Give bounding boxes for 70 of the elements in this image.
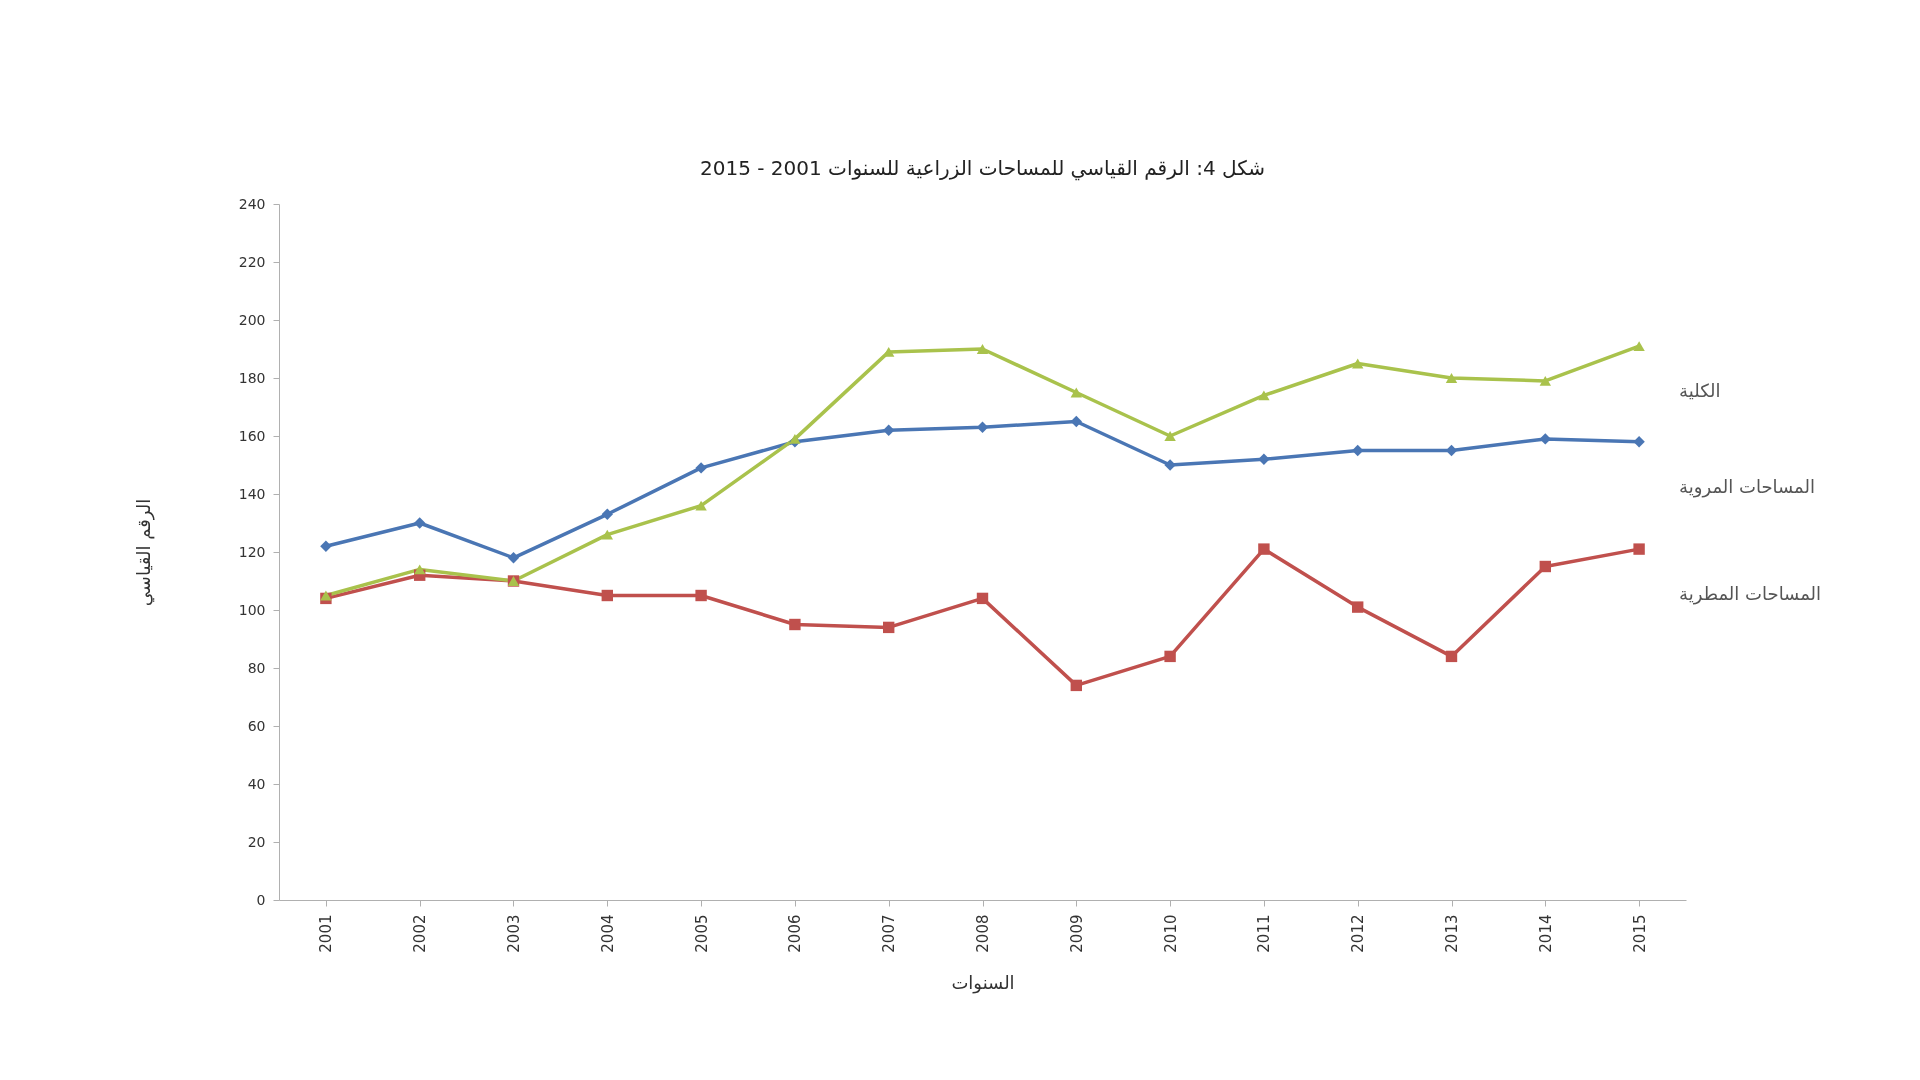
x-axis-title: السنوات	[951, 971, 1015, 994]
x-tick-label: 2009	[1067, 914, 1086, 953]
point	[1445, 373, 1458, 383]
point	[1258, 543, 1270, 555]
x-tick-label: 2007	[880, 914, 899, 953]
point	[507, 552, 520, 564]
text: الكلية	[1679, 380, 1721, 402]
point	[789, 433, 801, 444]
text: المساحات المطرية	[1679, 583, 1822, 606]
y-tick-label: 220	[238, 253, 266, 270]
point	[1539, 375, 1551, 386]
point	[1633, 543, 1645, 555]
point	[601, 508, 613, 520]
point	[883, 621, 895, 634]
x-tick-label: 2004	[598, 914, 617, 953]
point	[414, 564, 426, 575]
x-tick-label: 2003	[505, 914, 523, 953]
point	[976, 592, 989, 605]
y-tick-label: 40	[247, 775, 266, 792]
x-tick-label: 2014	[1536, 914, 1555, 953]
x-tick-label: 2001	[317, 914, 336, 953]
point	[601, 529, 613, 540]
y-tick-label: 240	[238, 195, 266, 212]
chart-title: شكل 4: الرقم القياسي للمساحات الزراعية للسنوات 2001 - 2015	[700, 156, 1265, 181]
point	[1258, 390, 1270, 401]
x-tick-label: 2011	[1255, 914, 1274, 953]
x-tick-label: 2010	[1161, 914, 1180, 953]
point	[1445, 650, 1458, 663]
point	[414, 517, 426, 529]
point	[1352, 358, 1364, 369]
point	[883, 424, 895, 436]
y-tick-label: 120	[238, 543, 266, 560]
point	[1164, 459, 1176, 471]
point	[1258, 453, 1270, 465]
point	[1352, 601, 1364, 613]
point	[1164, 650, 1176, 663]
point	[695, 500, 707, 511]
point	[1164, 431, 1176, 441]
text: المساحات المروية	[1679, 475, 1815, 498]
x-tick-label: 2006	[786, 914, 805, 953]
point	[1539, 560, 1551, 573]
point	[695, 462, 707, 474]
point	[1633, 436, 1645, 448]
point	[601, 589, 613, 602]
point	[976, 344, 989, 354]
x-tick-label: 2012	[1349, 914, 1368, 953]
point	[1633, 341, 1645, 352]
y-tick-label: 60	[247, 717, 266, 734]
point	[789, 618, 801, 631]
y-tick-label: 80	[247, 659, 266, 676]
y-tick-label: 200	[238, 311, 266, 328]
point	[695, 589, 707, 602]
y-tick-label: 160	[238, 427, 266, 444]
x-tick-label: 2008	[974, 914, 992, 953]
y-tick-label: 100	[238, 601, 266, 618]
point	[883, 346, 895, 357]
x-tick-label: 2015	[1630, 914, 1649, 953]
x-tick-label: 2005	[692, 914, 711, 953]
point	[1539, 433, 1551, 445]
y-tick-label: 140	[238, 485, 266, 502]
y-tick-label: 180	[238, 369, 266, 386]
point	[320, 540, 332, 552]
y-axis-title: الرقم القياسي	[132, 498, 155, 607]
x-tick-label: 2013	[1443, 914, 1461, 953]
point	[320, 590, 332, 601]
x-tick-label: 2002	[411, 914, 430, 953]
y-tick-label: 0	[256, 891, 266, 908]
point	[1070, 679, 1082, 692]
point	[1070, 387, 1082, 398]
y-tick-label: 20	[247, 833, 266, 850]
